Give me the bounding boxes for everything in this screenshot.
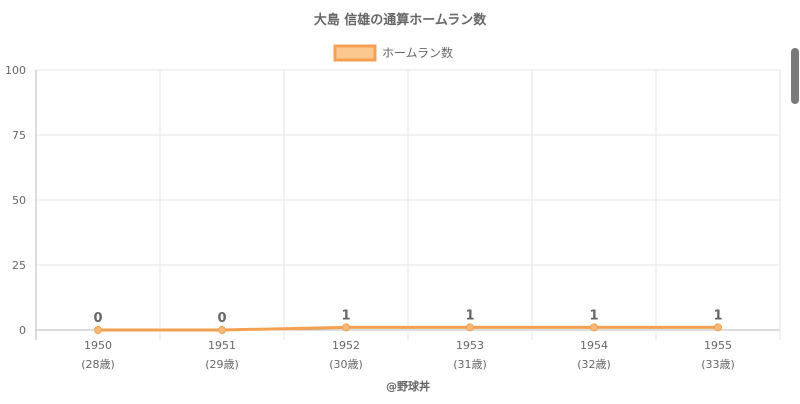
y-tick-label: 75: [12, 129, 26, 142]
data-label: 1: [341, 308, 350, 323]
data-point: [590, 323, 598, 332]
data-label: 1: [713, 308, 722, 323]
x-tick-label: 1955: [704, 339, 732, 352]
data-point: [714, 323, 722, 332]
y-tick-label: 100: [5, 64, 26, 77]
y-tick-label: 25: [12, 259, 26, 272]
data-point: [342, 323, 350, 332]
x-tick-sublabel: (30歳): [329, 358, 363, 371]
data-label: 1: [589, 308, 598, 323]
x-axis-label: @野球丼: [386, 379, 430, 393]
data-point: [94, 326, 102, 334]
legend[interactable]: ホームラン数: [333, 44, 453, 62]
y-tick-label: 0: [19, 324, 26, 337]
grid: [35, 69, 781, 340]
data-point: [218, 326, 226, 334]
chart-title: 大島 信雄の通算ホームラン数: [314, 12, 487, 28]
legend-swatch: [333, 44, 377, 62]
scrollbar[interactable]: [791, 48, 799, 104]
x-tick-sublabel: (28歳): [81, 358, 115, 371]
x-tick-sublabel: (32歳): [577, 358, 611, 371]
x-tick-label: 1954: [580, 339, 608, 352]
x-tick-sublabel: (29歳): [205, 358, 239, 371]
y-tick-label: 50: [12, 194, 26, 207]
data-label: 0: [217, 311, 226, 326]
x-tick-sublabel: (31歳): [453, 358, 487, 371]
data-label: 0: [93, 311, 102, 326]
series-layer: 0 0 1 1 1 1: [93, 308, 723, 334]
legend-label: ホームラン数: [382, 45, 453, 60]
data-point: [466, 323, 474, 332]
axes: 02550751001950(28歳)1951(29歳)1952(30歳)195…: [5, 64, 735, 371]
x-tick-label: 1951: [208, 339, 236, 352]
data-label: 1: [465, 308, 474, 323]
x-tick-label: 1952: [332, 339, 360, 352]
x-tick-label: 1950: [84, 339, 112, 352]
x-tick-sublabel: (33歳): [701, 358, 735, 371]
x-tick-label: 1953: [456, 339, 484, 352]
series-line: [98, 325, 718, 332]
